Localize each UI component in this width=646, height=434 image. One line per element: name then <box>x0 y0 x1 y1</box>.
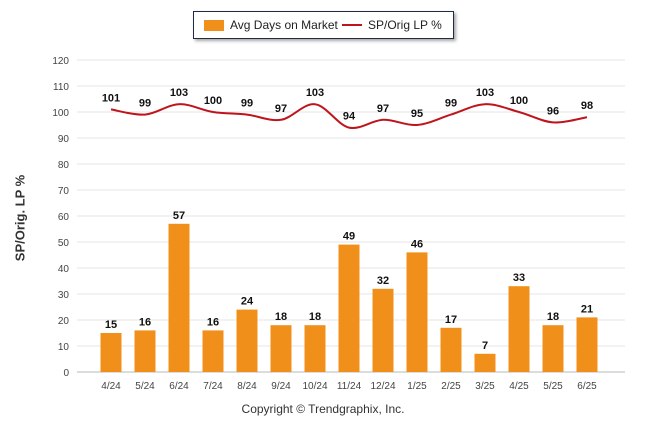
x-tick-label: 9/24 <box>271 381 291 392</box>
bar <box>134 330 156 372</box>
line-value-label: 99 <box>445 98 457 110</box>
legend-bar-label: Avg Days on Market <box>230 18 338 32</box>
x-tick-label: 8/24 <box>237 381 257 392</box>
line-value-label: 100 <box>510 95 528 107</box>
bar-value-label: 18 <box>309 311 321 323</box>
bar-value-label: 16 <box>139 316 151 328</box>
x-tick-label: 5/25 <box>543 381 563 392</box>
y-axis-label: SP/Orig. LP % <box>12 174 28 262</box>
bar-value-label: 15 <box>105 319 117 331</box>
bar-data-labels: 15 16 57 16 24 18 18 49 32 46 17 7 33 18 21 <box>105 210 593 352</box>
x-tick-label: 3/25 <box>475 381 495 392</box>
line-value-label: 98 <box>581 100 593 112</box>
bar <box>440 327 462 372</box>
x-tick-label: 6/25 <box>577 381 597 392</box>
bar-value-label: 16 <box>207 316 219 328</box>
bar-value-label: 18 <box>547 311 559 323</box>
line-value-label: 103 <box>170 87 188 99</box>
y-tick-label: 90 <box>58 134 70 145</box>
bar-value-label: 57 <box>173 210 185 222</box>
line-data-labels: 101 99 103 100 99 97 103 94 97 95 99 103 100 96 98 <box>102 87 593 122</box>
y-tick-label: 10 <box>58 342 70 353</box>
x-tick-label: 11/24 <box>337 381 362 392</box>
x-tick-label: 7/24 <box>203 381 223 392</box>
line-value-label: 103 <box>306 87 324 99</box>
y-tick-label: 110 <box>53 82 69 93</box>
legend-item-bar: Avg Days on Market <box>204 12 338 38</box>
y-tick-label: 120 <box>52 56 69 67</box>
x-tick-label: 5/24 <box>135 381 155 392</box>
y-tick-label: 20 <box>58 316 70 327</box>
line-series <box>110 103 588 130</box>
x-tick-label: 1/25 <box>407 381 427 392</box>
bar-value-label: 46 <box>411 238 423 250</box>
y-tick-label: 50 <box>58 238 70 249</box>
bar-value-label: 21 <box>581 303 593 315</box>
line-value-label: 94 <box>343 111 356 123</box>
bar <box>338 244 360 372</box>
x-tick-label: 10/24 <box>302 381 327 392</box>
x-tick-label: 4/25 <box>509 381 529 392</box>
legend-line-label: SP/Orig LP % <box>368 18 442 32</box>
bar <box>202 330 224 372</box>
bar-series <box>100 223 598 372</box>
x-axis-ticks: 4/24 5/24 6/24 7/24 8/24 9/24 10/24 11/24 12/24 1… <box>101 381 597 392</box>
x-tick-label: 4/24 <box>101 381 121 392</box>
y-tick-label: 30 <box>58 290 70 301</box>
line-value-label: 97 <box>275 103 287 115</box>
bar-value-label: 7 <box>482 340 488 352</box>
y-tick-label: 0 <box>63 368 69 379</box>
legend-line-swatch <box>342 24 362 26</box>
bar <box>576 317 598 372</box>
y-axis-ticks: 0 10 20 30 40 50 60 70 80 90 100 110 120 <box>52 56 69 379</box>
legend: Avg Days on Market SP/Orig LP % <box>193 11 454 39</box>
line-value-label: 100 <box>204 95 222 107</box>
line-value-label: 97 <box>377 103 389 115</box>
x-tick-label: 2/25 <box>441 381 461 392</box>
line-value-label: 101 <box>102 92 120 104</box>
line-value-label: 95 <box>411 108 423 120</box>
bar-value-label: 33 <box>513 272 525 284</box>
y-tick-label: 40 <box>58 264 70 275</box>
bar <box>542 325 564 372</box>
bar <box>236 309 258 372</box>
bar <box>304 325 326 372</box>
y-tick-label: 100 <box>52 108 69 119</box>
bar <box>406 252 428 372</box>
line-value-label: 103 <box>476 87 494 99</box>
bar <box>270 325 292 372</box>
y-tick-label: 80 <box>58 160 70 171</box>
bar <box>100 333 122 372</box>
bar <box>508 286 530 372</box>
legend-bar-swatch <box>204 19 224 31</box>
bar-value-label: 32 <box>377 275 389 287</box>
y-tick-label: 70 <box>58 186 70 197</box>
line-value-label: 99 <box>241 98 253 110</box>
y-tick-label: 60 <box>58 212 70 223</box>
legend-item-line: SP/Orig LP % <box>342 12 442 38</box>
copyright-text: Copyright © Trendgraphix, Inc. <box>241 402 405 416</box>
x-tick-label: 12/24 <box>370 381 395 392</box>
bar <box>474 353 496 372</box>
x-tick-label: 6/24 <box>169 381 189 392</box>
bar-value-label: 18 <box>275 311 287 323</box>
line-path <box>110 103 588 130</box>
bar <box>372 288 394 372</box>
bar-value-label: 24 <box>241 296 254 308</box>
bar <box>168 223 190 372</box>
line-value-label: 96 <box>547 105 559 117</box>
bar-value-label: 49 <box>343 231 355 243</box>
bar-value-label: 17 <box>445 314 457 326</box>
line-value-label: 99 <box>139 98 151 110</box>
